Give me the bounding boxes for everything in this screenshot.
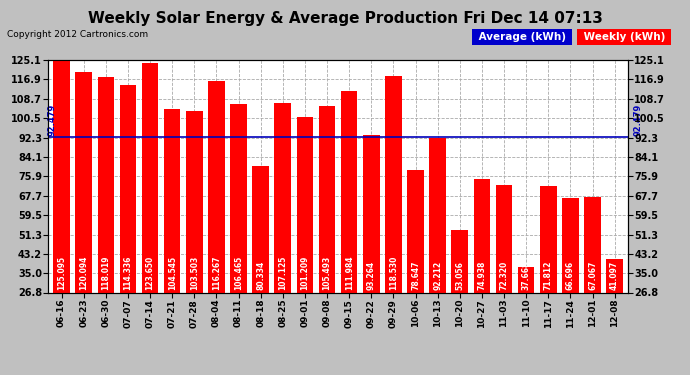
Text: 67.067: 67.067	[588, 261, 597, 290]
Text: Copyright 2012 Cartronics.com: Copyright 2012 Cartronics.com	[7, 30, 148, 39]
Text: 92.212: 92.212	[433, 261, 442, 290]
Text: 37.668: 37.668	[522, 261, 531, 290]
Text: 41.097: 41.097	[610, 261, 619, 290]
Text: Average (kWh): Average (kWh)	[475, 32, 569, 42]
Text: 114.336: 114.336	[124, 256, 132, 290]
Text: 104.545: 104.545	[168, 256, 177, 290]
Bar	[53, 60, 70, 356]
Bar	[164, 109, 181, 356]
Bar	[518, 267, 535, 356]
Bar	[451, 230, 468, 356]
Text: 103.503: 103.503	[190, 256, 199, 290]
Bar	[363, 135, 380, 356]
Text: 118.019: 118.019	[101, 256, 110, 290]
Text: 120.094: 120.094	[79, 256, 88, 290]
Text: 111.984: 111.984	[345, 256, 354, 290]
Text: 66.696: 66.696	[566, 261, 575, 290]
Text: 71.812: 71.812	[544, 261, 553, 290]
Bar	[97, 77, 114, 356]
Text: 92.479: 92.479	[633, 104, 642, 136]
Text: 116.267: 116.267	[212, 256, 221, 290]
Bar	[119, 86, 136, 356]
Bar	[208, 81, 225, 356]
Text: 53.056: 53.056	[455, 261, 464, 290]
Bar	[275, 102, 291, 356]
Text: 92.479: 92.479	[47, 104, 56, 136]
Text: 106.465: 106.465	[234, 256, 243, 290]
Bar	[429, 138, 446, 356]
Text: 118.530: 118.530	[389, 256, 398, 290]
Bar	[562, 198, 579, 356]
Bar	[473, 178, 490, 356]
Text: 105.493: 105.493	[322, 256, 331, 290]
Text: 72.320: 72.320	[500, 261, 509, 290]
Bar	[495, 185, 512, 356]
Bar	[584, 197, 601, 356]
Bar	[407, 170, 424, 356]
Bar	[319, 106, 335, 356]
Text: Weekly Solar Energy & Average Production Fri Dec 14 07:13: Weekly Solar Energy & Average Production…	[88, 11, 602, 26]
Bar	[75, 72, 92, 356]
Bar	[230, 104, 247, 356]
Bar	[540, 186, 557, 356]
Text: 78.647: 78.647	[411, 261, 420, 290]
Bar	[385, 75, 402, 356]
Text: 101.209: 101.209	[300, 256, 309, 290]
Text: 123.650: 123.650	[146, 256, 155, 290]
Bar	[297, 117, 313, 356]
Text: 80.334: 80.334	[256, 261, 265, 290]
Text: Weekly (kWh): Weekly (kWh)	[580, 32, 669, 42]
Bar	[186, 111, 203, 356]
Bar	[253, 166, 269, 356]
Text: 107.125: 107.125	[278, 256, 287, 290]
Text: 93.264: 93.264	[367, 261, 376, 290]
Bar	[141, 63, 159, 356]
Bar	[341, 91, 357, 356]
Text: 125.095: 125.095	[57, 256, 66, 290]
Bar	[607, 259, 623, 356]
Text: 74.938: 74.938	[477, 261, 486, 290]
